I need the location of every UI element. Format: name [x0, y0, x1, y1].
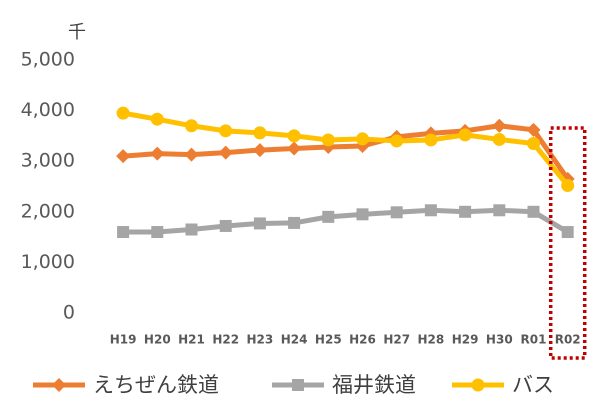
y-tick-label: 3,000 — [21, 150, 75, 172]
x-tick-label: R02 — [555, 333, 581, 347]
data-point — [287, 129, 301, 143]
y-unit: 千 — [68, 22, 86, 43]
data-point — [492, 132, 506, 146]
x-tick-label: H19 — [110, 333, 137, 347]
data-point — [390, 206, 403, 219]
data-point — [390, 134, 404, 148]
data-point — [526, 122, 541, 137]
x-tick-label: H21 — [178, 333, 205, 347]
data-point — [219, 219, 232, 232]
y-tick-label: 1,000 — [21, 251, 75, 273]
x-tick-label: R01 — [521, 333, 547, 347]
x-tick-label: H23 — [247, 333, 274, 347]
data-point — [253, 217, 266, 230]
data-point — [185, 119, 198, 133]
data-point — [150, 146, 165, 161]
data-point — [252, 143, 267, 158]
data-point — [116, 149, 131, 164]
legend-label: 福井鉄道 — [332, 373, 416, 397]
data-point — [117, 226, 130, 239]
y-tick-label: 5,000 — [21, 49, 75, 71]
x-tick-label: H29 — [452, 333, 479, 347]
data-point — [287, 141, 302, 156]
legend-marker — [52, 378, 66, 392]
x-tick-label: H22 — [212, 333, 239, 347]
data-point — [424, 204, 437, 217]
data-point — [424, 133, 438, 147]
x-tick-label: H27 — [383, 333, 410, 347]
y-tick-label: 2,000 — [21, 200, 75, 222]
data-point — [458, 128, 472, 142]
legend-marker — [292, 379, 304, 391]
data-point — [561, 178, 575, 192]
legend-label: バス — [512, 373, 554, 397]
data-point — [219, 124, 233, 138]
data-point — [356, 132, 369, 146]
legend-marker — [471, 378, 485, 392]
data-point — [527, 205, 540, 218]
data-point — [493, 204, 506, 217]
data-point — [253, 126, 267, 140]
data-point — [356, 208, 369, 221]
x-tick-label: H26 — [349, 333, 376, 347]
data-point — [116, 106, 130, 120]
x-tick-label: H20 — [144, 333, 171, 347]
x-tick-label: H28 — [418, 333, 445, 347]
x-tick-label: H30 — [486, 333, 513, 347]
legend-label: えちぜん鉄道 — [93, 373, 219, 397]
data-point — [151, 226, 164, 239]
data-point — [150, 112, 164, 126]
data-point — [321, 133, 335, 147]
data-point — [288, 216, 301, 229]
data-point — [185, 223, 198, 236]
data-point — [527, 136, 540, 150]
x-tick-label: H25 — [315, 333, 342, 347]
x-tick-label: H24 — [281, 333, 308, 347]
y-tick-label: 4,000 — [21, 99, 75, 121]
data-point — [561, 226, 574, 239]
data-point — [492, 118, 507, 133]
data-point — [322, 210, 335, 223]
data-point — [459, 205, 472, 218]
data-point — [218, 145, 233, 160]
data-point — [184, 147, 199, 162]
y-tick-label: 0 — [63, 302, 75, 324]
